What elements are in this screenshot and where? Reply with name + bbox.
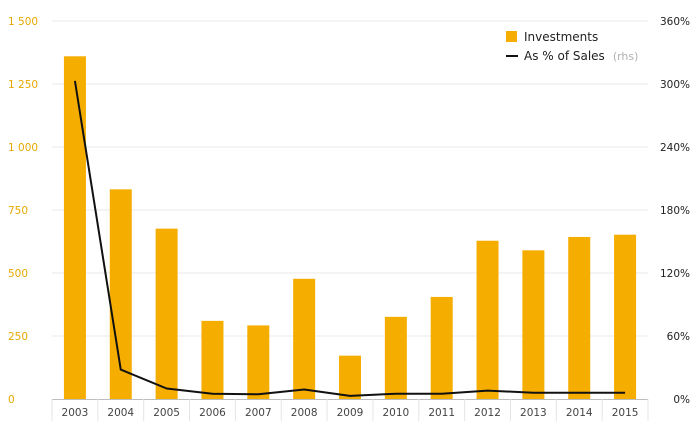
x-tick-label: 2011 [428, 407, 455, 419]
y-right-tick-label: 0% [673, 394, 690, 406]
x-tick-label: 2014 [566, 407, 593, 419]
x-tick-label: 2007 [245, 407, 272, 419]
legend-label-investments: Investments [524, 30, 598, 44]
bar-2010 [384, 316, 407, 399]
bar-2006 [201, 320, 224, 399]
y-right-tick-label: 120% [660, 268, 690, 280]
legend: Investments As % of Sales (rhs) [506, 30, 638, 64]
x-tick-label: 2006 [199, 407, 226, 419]
bar-2013 [522, 250, 545, 399]
x-tick-label: 2008 [291, 407, 318, 419]
bar-2004 [109, 189, 132, 399]
legend-label-rhs: (rhs) [613, 50, 639, 63]
gridlines [52, 20, 648, 337]
y-left-tick-label: 1 500 [8, 16, 38, 28]
bar-2011 [430, 296, 453, 399]
bar-2005 [155, 228, 178, 399]
bars-investments [63, 56, 637, 399]
bar-2009 [339, 355, 361, 399]
y-left-tick-label: 500 [8, 268, 28, 280]
legend-swatch-investments [506, 31, 517, 42]
bar-2003 [63, 56, 86, 399]
y-right-tick-label: 360% [660, 16, 690, 28]
x-tick-label: 2012 [474, 407, 501, 419]
bar-2015 [614, 234, 637, 399]
y-right-tick-label: 300% [660, 79, 690, 91]
x-tick-label: 2010 [382, 407, 409, 419]
x-tick-label: 2003 [62, 407, 89, 419]
legend-label-pct-sales-group: As % of Sales (rhs) [524, 47, 638, 64]
y-left-tick-label: 1 000 [8, 142, 38, 154]
x-tick-label: 2015 [612, 407, 639, 419]
y-left-tick-label: 1 250 [8, 79, 38, 91]
bar-2008 [293, 278, 316, 399]
y-right-tick-label: 180% [660, 205, 690, 217]
x-tick-label: 2009 [337, 407, 364, 419]
y-left-tick-label: 750 [8, 205, 28, 217]
y-right-tick-label: 240% [660, 142, 690, 154]
x-tick-label: 2004 [107, 407, 134, 419]
line-pct-of-sales [73, 80, 626, 397]
x-tick-label: 2005 [153, 407, 180, 419]
bar-2012 [476, 240, 499, 399]
bar-2007 [247, 325, 270, 399]
y-left-tick-label: 250 [8, 331, 28, 343]
bar-2014 [568, 236, 591, 399]
legend-label-pct-sales: As % of Sales [524, 49, 605, 63]
y-right-tick-label: 60% [667, 331, 690, 343]
y-left-tick-label: 0 [8, 394, 15, 406]
axes: 2003 2004 2005 2006 2007 2008 2009 2010 2011 2012… [8, 16, 690, 421]
x-tick-label: 2013 [520, 407, 547, 419]
